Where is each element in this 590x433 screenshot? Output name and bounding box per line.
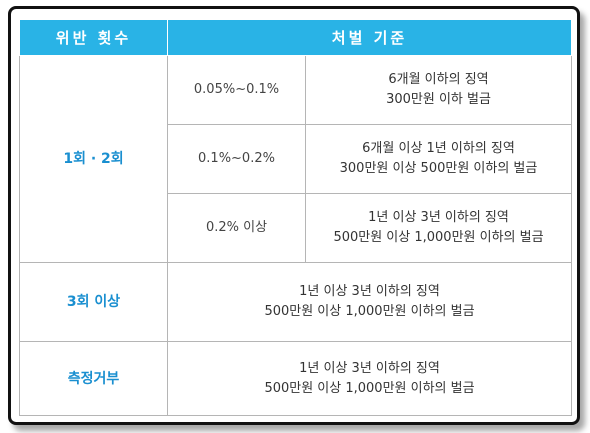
penalty-prison: 1년 이상 3년 이하의 징역 [368, 210, 509, 225]
table-row: 측정거부 1년 이상 3년 이하의 징역 500만원 이상 1,000만원 이하… [19, 341, 572, 416]
penalty-cell: 1년 이상 3년 이하의 징역 500만원 이상 1,000만원 이하의 벌금 [167, 262, 572, 342]
table-row: 3회 이상 1년 이상 3년 이하의 징역 500만원 이상 1,000만원 이… [19, 262, 572, 342]
penalty-prison: 1년 이상 3년 이하의 징역 [299, 360, 440, 376]
penalty-cell: 1년 이상 3년 이하의 징역 500만원 이상 1,000만원 이하의 벌금 [167, 341, 572, 416]
penalty-fine: 500만원 이상 1,000만원 이하의 벌금 [264, 304, 475, 319]
violation-label-refusal: 측정거부 [19, 341, 168, 416]
header-violation-count: 위반 횟수 [19, 19, 168, 56]
penalty-table: 위반 횟수 처벌 기준 1회 · 2회 0.05%~0.1% 6개월 이하의 징… [19, 19, 572, 416]
violation-label-three-plus: 3회 이상 [19, 262, 168, 342]
violation-label-first-second: 1회 · 2회 [19, 55, 168, 263]
penalty-fine: 500만원 이상 1,000만원 이하의 벌금 [264, 380, 475, 396]
table-frame: 위반 횟수 처벌 기준 1회 · 2회 0.05%~0.1% 6개월 이하의 징… [8, 6, 580, 425]
header-penalty-standard: 처벌 기준 [167, 19, 572, 56]
penalty-cell: 1년 이상 3년 이하의 징역 500만원 이상 1,000만원 이하의 벌금 [305, 193, 572, 263]
table-row: 0.1%~0.2% 6개월 이상 1년 이하의 징역 300만원 이상 500만… [20, 124, 572, 194]
penalty-cell: 6개월 이하의 징역 300만원 이하 벌금 [305, 55, 572, 125]
penalty-fine: 300만원 이상 500만원 이하의 벌금 [339, 161, 538, 176]
bac-range: 0.2% 이상 [167, 193, 306, 263]
table-row: 0.2% 이상 1년 이상 3년 이하의 징역 500만원 이상 1,000만원… [20, 193, 572, 263]
table-row: 1회 · 2회 0.05%~0.1% 6개월 이하의 징역 300만원 이하 벌… [19, 55, 572, 263]
penalty-prison: 6개월 이상 1년 이하의 징역 [362, 141, 515, 156]
bac-range: 0.1%~0.2% [167, 124, 306, 194]
penalty-fine: 300만원 이하 벌금 [386, 92, 491, 107]
penalty-fine: 500만원 이상 1,000만원 이하의 벌금 [333, 230, 544, 245]
penalty-prison: 6개월 이하의 징역 [388, 72, 489, 87]
penalty-cell: 6개월 이상 1년 이하의 징역 300만원 이상 500만원 이하의 벌금 [305, 124, 572, 194]
bac-range: 0.05%~0.1% [167, 55, 306, 125]
table-header-row: 위반 횟수 처벌 기준 [19, 19, 572, 56]
penalty-prison: 1년 이상 3년 이하의 징역 [299, 284, 440, 299]
